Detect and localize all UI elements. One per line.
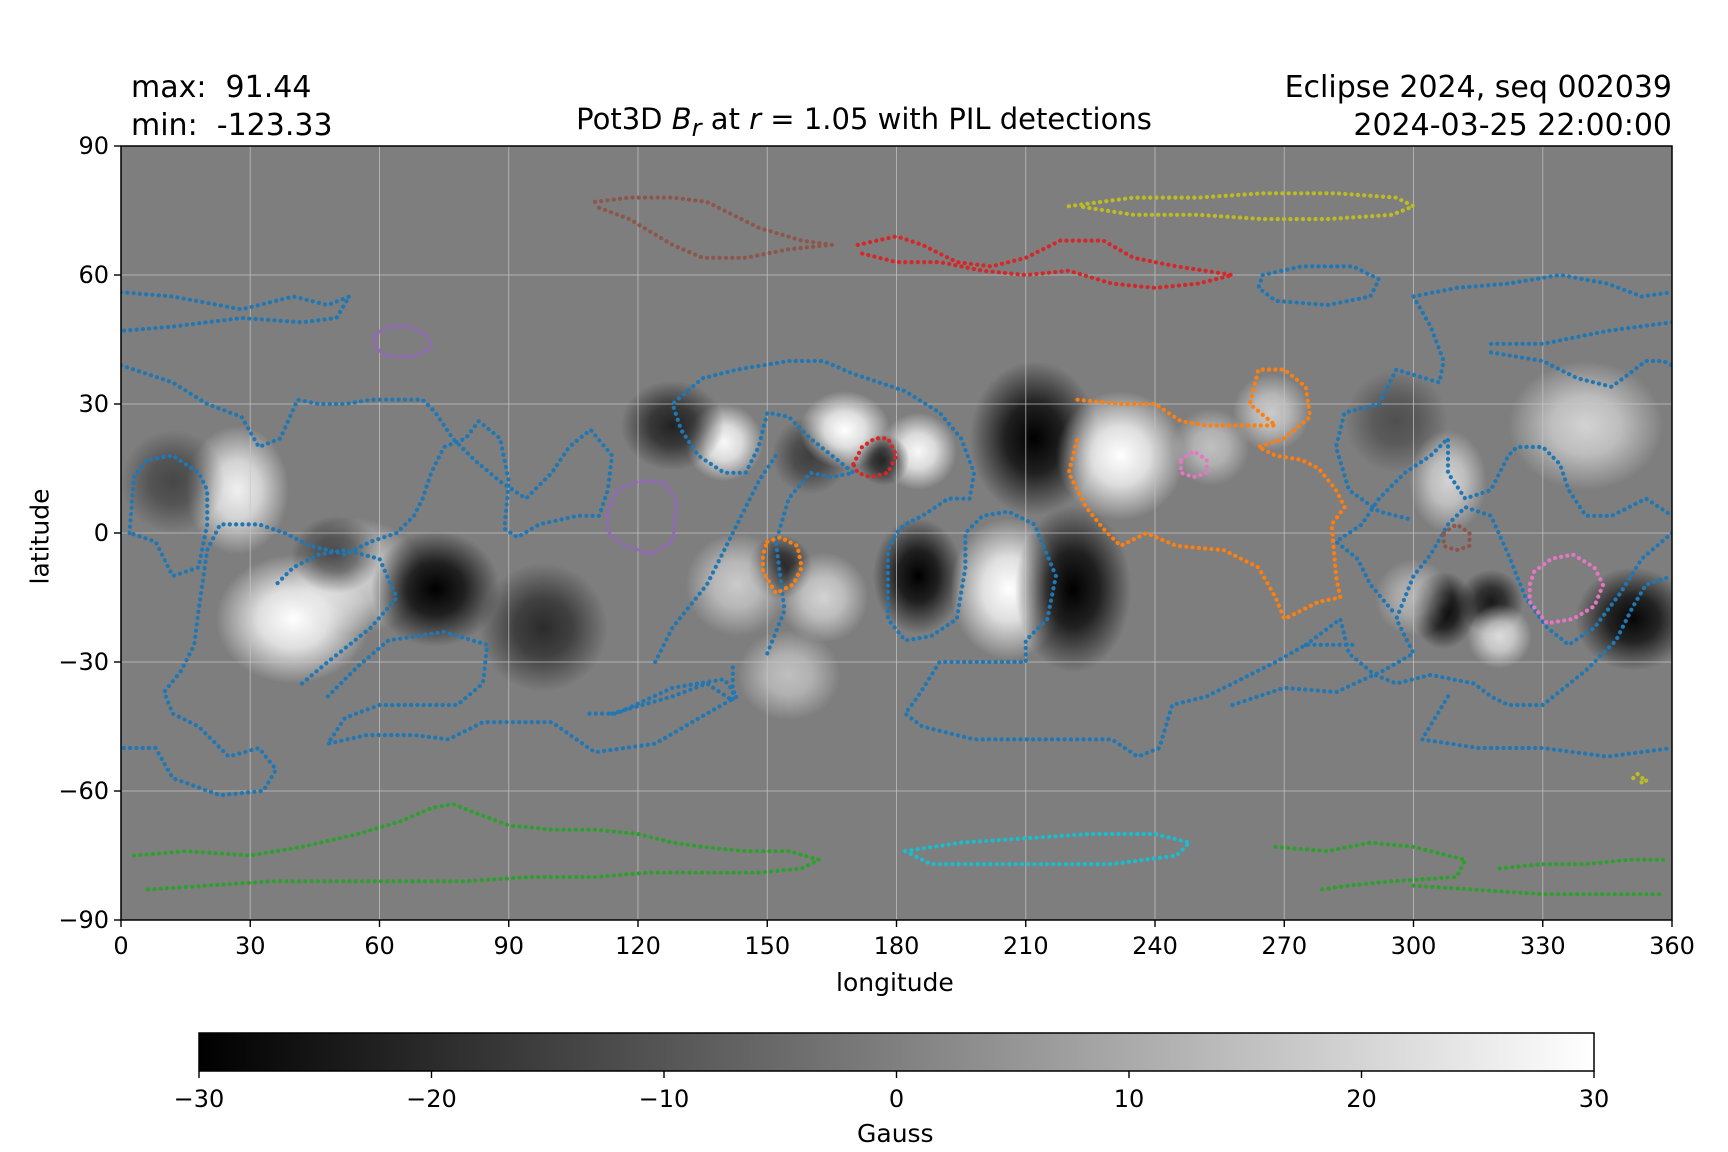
info-line-2: 2024-03-25 22:00:00 — [1353, 108, 1672, 143]
x-tick-label: 240 — [1132, 932, 1178, 960]
positive-polarity-region — [1232, 373, 1311, 452]
y-tick-label: 60 — [78, 261, 109, 289]
pil-contour — [1411, 883, 1666, 897]
pil-contour — [127, 453, 210, 579]
pil-contour — [1488, 320, 1672, 346]
negative-polarity-region — [291, 515, 382, 594]
colorbar-tick-label: −20 — [406, 1085, 457, 1113]
y-tick-label: 0 — [93, 519, 109, 547]
colorbar-tick-label: −10 — [638, 1085, 690, 1113]
x-axis-label: longitude — [836, 968, 954, 997]
title-suffix: = 1.05 with PIL detections — [761, 102, 1152, 136]
pil-contour — [373, 324, 434, 359]
pil-contour — [1333, 294, 1446, 523]
x-tick-label: 90 — [493, 932, 525, 960]
pil-contour — [1497, 857, 1666, 871]
pil-contour — [1230, 505, 1672, 708]
chart-title: Pot3D Br at r = 1.05 with PIL detections — [0, 102, 1728, 142]
y-tick-label: 90 — [78, 132, 109, 160]
positive-polarity-region — [1467, 603, 1532, 669]
pil-contour — [592, 195, 835, 260]
x-tick-label: 60 — [364, 932, 395, 960]
y-tick-label: −60 — [58, 777, 109, 805]
pil-contour — [121, 290, 352, 333]
y-axis-label: latitude — [25, 488, 55, 585]
min-label: min: -123.33 — [131, 108, 333, 143]
info-line-1: Eclipse 2024, seq 002039 — [1284, 70, 1672, 105]
x-tick-label: 120 — [615, 932, 661, 960]
pil-contours — [121, 191, 1672, 897]
pil-contour — [653, 453, 779, 665]
x-tick-label: 330 — [1519, 932, 1566, 960]
pil-contour — [1488, 350, 1672, 389]
positive-polarity-region — [778, 552, 869, 643]
colorbar-tick-label: 10 — [1113, 1085, 1145, 1113]
pil-contour — [131, 801, 822, 893]
x-tick-label: 30 — [234, 932, 266, 960]
colorbar-tick-label: 20 — [1346, 1085, 1377, 1113]
x-tick-label: 270 — [1261, 932, 1308, 960]
negative-polarity-region — [1575, 567, 1672, 671]
negative-polarity-region — [121, 429, 225, 533]
pil-contour — [1419, 694, 1672, 759]
pil-contour — [1411, 272, 1672, 299]
pil-contour — [851, 436, 899, 480]
pil-contour — [760, 535, 804, 596]
title-r: r — [749, 102, 762, 136]
colorbar-tick-label: 30 — [1578, 1085, 1610, 1113]
negative-polarity-region — [1014, 505, 1132, 673]
pil-contour — [902, 831, 1192, 867]
x-tick-label: 300 — [1390, 932, 1437, 960]
x-tick-label: 210 — [1002, 932, 1049, 960]
pil-contour — [1333, 436, 1672, 613]
pil-contour — [1527, 552, 1606, 626]
x-tick-label: 150 — [744, 932, 791, 960]
pil-contour — [1303, 573, 1672, 708]
negative-polarity-region — [857, 434, 910, 486]
title-prefix: Pot3D — [576, 102, 672, 136]
negative-polarity-region — [872, 517, 964, 635]
title-sub: r — [691, 113, 702, 142]
pil-contour — [121, 363, 615, 798]
positive-polarity-region — [685, 533, 789, 637]
pil-contour — [1066, 191, 1416, 222]
pil-contour — [1178, 449, 1209, 480]
title-mid: at — [701, 102, 750, 136]
colorbar-tick-label: −30 — [173, 1085, 225, 1113]
x-tick-label: 180 — [873, 932, 920, 960]
x-tick-label: 360 — [1649, 932, 1695, 960]
positive-polarity-region — [737, 629, 841, 721]
pil-contour — [855, 234, 1235, 290]
x-tick-label: 0 — [113, 932, 129, 960]
pil-contour — [1066, 367, 1347, 622]
positive-polarity-region — [1508, 361, 1664, 490]
pil-contour — [1441, 522, 1472, 553]
pil-contour — [1631, 771, 1649, 785]
pil-contour — [609, 659, 735, 716]
negative-polarity-region — [620, 380, 725, 471]
pil-contour — [274, 548, 399, 686]
negative-polarity-region — [370, 530, 501, 647]
positive-polarity-region — [1172, 408, 1250, 486]
y-tick-label: 30 — [78, 390, 109, 418]
max-label: max: 91.44 — [131, 70, 312, 105]
negative-polarity-region — [478, 563, 608, 693]
y-tick-label: −30 — [58, 648, 109, 676]
pil-contour — [670, 358, 1360, 759]
colorbar — [198, 1032, 1595, 1072]
colorbar-tick-label: 0 — [888, 1085, 905, 1113]
grid-lines — [121, 146, 1672, 920]
title-var: B — [671, 102, 692, 136]
positive-polarity-region — [1055, 391, 1186, 521]
axis-tick-marks — [114, 145, 1673, 927]
colorbar-tick-marks — [198, 1071, 1595, 1078]
colorbar-label: Gauss — [857, 1119, 934, 1148]
pil-contour — [1256, 264, 1382, 308]
y-tick-label: −90 — [58, 906, 109, 934]
